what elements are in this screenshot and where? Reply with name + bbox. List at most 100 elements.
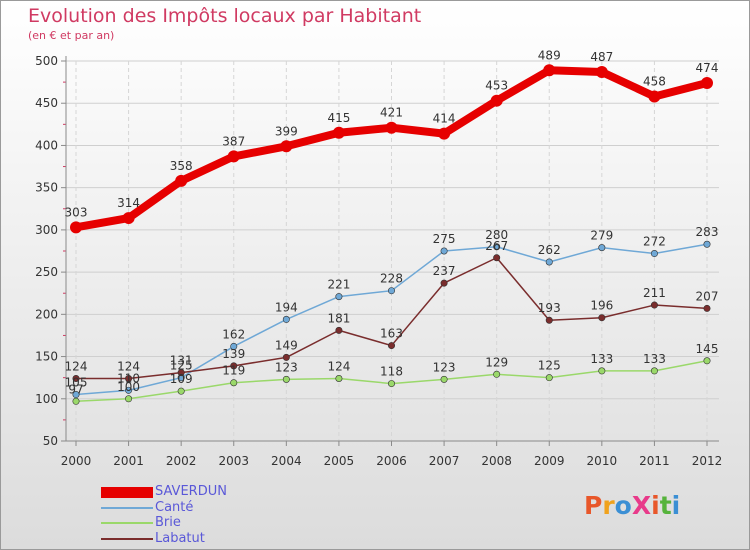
legend-swatch [101,537,153,540]
data-point [545,258,553,266]
data-label: 314 [117,196,140,210]
data-point [598,367,606,375]
data-point [335,326,343,334]
data-point [387,342,395,350]
proxiti-logo: ProXiti [584,491,681,520]
data-label: 262 [538,243,561,257]
legend-swatch [101,506,153,509]
x-tick-label: 2003 [218,454,249,468]
data-point [230,342,238,350]
data-label: 97 [68,382,83,396]
data-label: 358 [170,159,193,173]
data-label: 283 [696,225,719,239]
data-label: 414 [433,112,456,126]
y-tick-label: 400 [35,138,58,152]
data-label: 123 [433,360,456,374]
data-point [70,221,82,234]
series-layer [70,64,713,405]
data-point [385,121,398,134]
data-point [545,374,553,382]
data-label: 196 [590,299,613,313]
data-point [387,380,395,388]
x-tick-label: 2006 [376,454,407,468]
y-tick-label: 450 [35,96,58,110]
data-point [125,375,133,383]
x-tick-label: 2010 [587,454,618,468]
data-label: 489 [538,48,561,62]
data-point [230,362,238,370]
data-point [493,370,501,378]
data-point [703,357,711,365]
data-label: 100 [117,380,140,394]
y-tick-label: 300 [35,223,58,237]
data-label: 267 [485,239,508,253]
data-label: 207 [696,289,719,303]
data-label: 125 [170,359,193,373]
legend-swatch [101,522,153,524]
data-point [72,397,80,405]
data-label: 221 [327,278,350,292]
data-label: 145 [696,342,719,356]
data-point [703,240,711,248]
data-label: 194 [275,300,298,314]
data-point [703,304,711,312]
y-tick-label: 50 [43,434,58,448]
data-label: 163 [380,327,403,341]
x-tick-label: 2005 [324,454,355,468]
data-label: 105 [65,376,88,390]
data-point [125,395,133,403]
x-tick-label: 2008 [481,454,512,468]
data-label: 387 [222,134,245,148]
data-point [335,293,343,301]
data-point [230,379,238,387]
data-label: 149 [275,338,298,352]
legend-label: Labatut [155,530,205,546]
data-point [650,301,658,309]
legend-label: Brie [155,515,181,530]
data-label: 133 [590,352,613,366]
data-point [440,279,448,287]
data-point [490,94,503,107]
chart-title: Evolution des Impôts locaux par Habitant [28,5,422,27]
data-label: 162 [222,327,245,341]
x-tick-label: 2007 [429,454,460,468]
data-point [543,64,556,77]
legend-label: Canté [155,499,194,515]
data-label: 228 [380,272,403,286]
data-point [438,127,451,140]
x-tick-label: 2011 [639,454,670,468]
legend-label: SAVERDUN [155,484,227,499]
data-point [335,375,343,383]
y-tick-label: 250 [35,265,58,279]
data-label: 458 [643,74,666,88]
x-tick-label: 2004 [271,454,302,468]
data-label: 123 [275,360,298,374]
data-point [227,150,240,163]
data-point [648,90,661,103]
data-label: 279 [590,229,613,243]
data-point [440,247,448,255]
data-label: 487 [590,50,613,64]
x-tick-label: 2001 [113,454,144,468]
data-point [177,387,185,395]
data-point [282,353,290,361]
data-point [72,391,80,399]
data-label: 124 [117,360,140,374]
data-label: 124 [65,360,88,374]
data-label: 133 [643,352,666,366]
data-label: 211 [643,286,666,300]
y-tick-label: 350 [35,181,58,195]
data-point [701,76,713,89]
x-tick-label: 2000 [61,454,92,468]
data-point [650,250,658,258]
data-label: 109 [170,372,193,386]
data-label: 110 [117,371,140,385]
data-label: 125 [538,359,561,373]
data-label: 421 [380,106,403,120]
x-tick-label: 2002 [166,454,197,468]
data-label: 474 [696,61,719,75]
data-label: 415 [327,111,350,125]
data-point [598,314,606,322]
chart-subtitle: (en € et par an) [28,29,115,42]
